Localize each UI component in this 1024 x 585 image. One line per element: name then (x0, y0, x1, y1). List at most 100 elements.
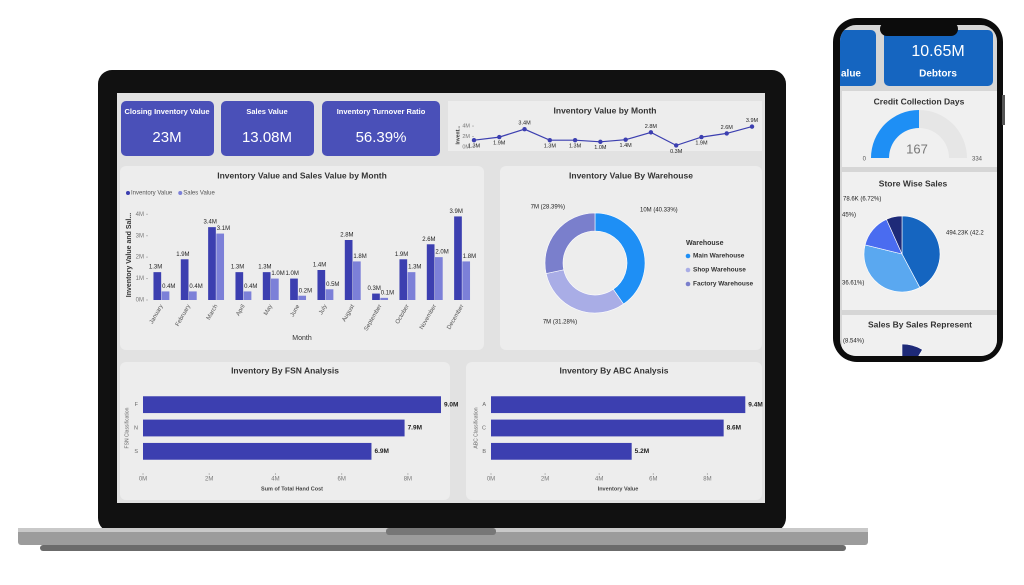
kpi-label: Inventory Turnover Ratio (337, 107, 426, 116)
x-tick-label: 6M (337, 477, 345, 483)
data-label: 3.4M (204, 220, 217, 226)
slice (544, 212, 596, 274)
kpi-value: 23M (152, 129, 181, 146)
data-label: 8.6M (727, 425, 741, 432)
panel (448, 101, 762, 151)
data-label: 7.9M (408, 425, 422, 432)
x-tick-label: 4M (271, 477, 279, 483)
data-label: 3.9M (746, 118, 759, 124)
bar (353, 261, 361, 300)
point (749, 124, 755, 129)
data-label: 0.2M (299, 288, 312, 294)
data-label: 1.4M (313, 263, 326, 269)
data-label: 1.3M (258, 265, 271, 271)
y-tick-label: A (482, 402, 486, 408)
laptop-base (18, 528, 868, 545)
data-label: 0.3M (368, 286, 381, 292)
gauge-value-label: 167 (906, 141, 928, 156)
bar (290, 278, 298, 300)
data-label: 3.1M (217, 226, 230, 232)
data-label: 3.4M (518, 121, 531, 127)
kpi-card (884, 30, 993, 86)
y-tick-label: 3M (136, 233, 144, 239)
x-tick-label: May (263, 304, 274, 317)
bar (317, 270, 326, 300)
point (623, 137, 628, 142)
x-tick-label: 2M (205, 477, 213, 483)
kpi-card (840, 30, 876, 86)
bar (161, 291, 170, 300)
slice (886, 215, 903, 255)
legend-label: Shop Warehouse (693, 267, 746, 274)
y-tick-label: C (482, 425, 486, 431)
panel (120, 166, 484, 350)
data-label: 9.0M (444, 401, 458, 408)
data-label: 5.2M (635, 448, 649, 455)
kpi-label: alue (841, 69, 861, 80)
bar (407, 272, 416, 300)
bar (372, 293, 380, 300)
kpi-card (121, 101, 214, 156)
chart-title: Inventory Value by Month (554, 105, 657, 115)
bar (143, 419, 405, 437)
bar (399, 259, 408, 300)
legend-swatch (685, 267, 691, 273)
data-label: 2.6M (422, 237, 435, 243)
kpi-label: Debtors (919, 69, 957, 80)
data-label: 1.3M (544, 144, 557, 150)
data-label: 0.3M (670, 149, 683, 155)
data-label: 0.4M (162, 284, 175, 290)
data-label: 494.23K (42.2 (946, 231, 984, 237)
laptop-notch (386, 528, 496, 535)
kpi-card (221, 101, 314, 156)
data-label: 1.8M (463, 254, 476, 260)
chart-title: Inventory By FSN Analysis (231, 365, 339, 375)
data-label: 1.0M (594, 145, 607, 151)
data-label: 0.4M (244, 284, 257, 290)
bar (435, 257, 443, 300)
y-tick-label: 4M (136, 212, 144, 218)
data-label: 2.8M (645, 124, 658, 130)
gauge-value (871, 110, 919, 158)
kpi-value: 56.39% (356, 129, 407, 146)
data-label: 1.3M (569, 144, 582, 150)
x-tick-label: 0M (139, 477, 147, 483)
data-label: 7M (31.28%) (543, 320, 577, 326)
data-label: 0.4M (189, 284, 202, 290)
slice (901, 215, 941, 288)
phone-button (1002, 95, 1005, 125)
y-tick-label: N (134, 425, 138, 431)
legend-swatch (126, 191, 130, 195)
data-label: 1.3M (468, 144, 481, 150)
bar (426, 244, 435, 300)
data-label: 1.8M (353, 254, 366, 260)
x-tick-label: 8M (404, 477, 412, 483)
data-label: 7M (28.39%) (531, 205, 565, 211)
data-label: 2.8M (340, 233, 353, 239)
bar (491, 419, 724, 437)
bar (325, 289, 334, 300)
point (598, 139, 603, 144)
bar (262, 272, 271, 300)
point (648, 130, 654, 135)
y-tick-label: 2M (136, 255, 144, 261)
y-axis-label: ABC Classification (473, 407, 479, 448)
chart-title: Sales By Sales Represent (868, 319, 972, 329)
legend-label: Sales Value (183, 191, 215, 197)
bar (143, 442, 372, 460)
gauge-min: 0 (863, 157, 867, 163)
x-tick-label: April (236, 304, 247, 317)
chart-title: Inventory Value By Warehouse (569, 170, 693, 180)
point (673, 143, 679, 148)
data-label: 1.4M (620, 143, 633, 149)
bar (243, 291, 252, 300)
data-label: 9.4M (748, 401, 762, 408)
x-tick-label: 2M (541, 477, 549, 483)
y-axis-label: FSN Classification (124, 407, 130, 448)
legend-swatch (685, 253, 691, 259)
legend-label: Factory Warehouse (693, 281, 753, 288)
x-tick-label: July (318, 304, 329, 316)
x-tick-label: 8M (703, 477, 711, 483)
legend-swatch (178, 191, 183, 195)
data-label: 1.3M (149, 265, 162, 271)
